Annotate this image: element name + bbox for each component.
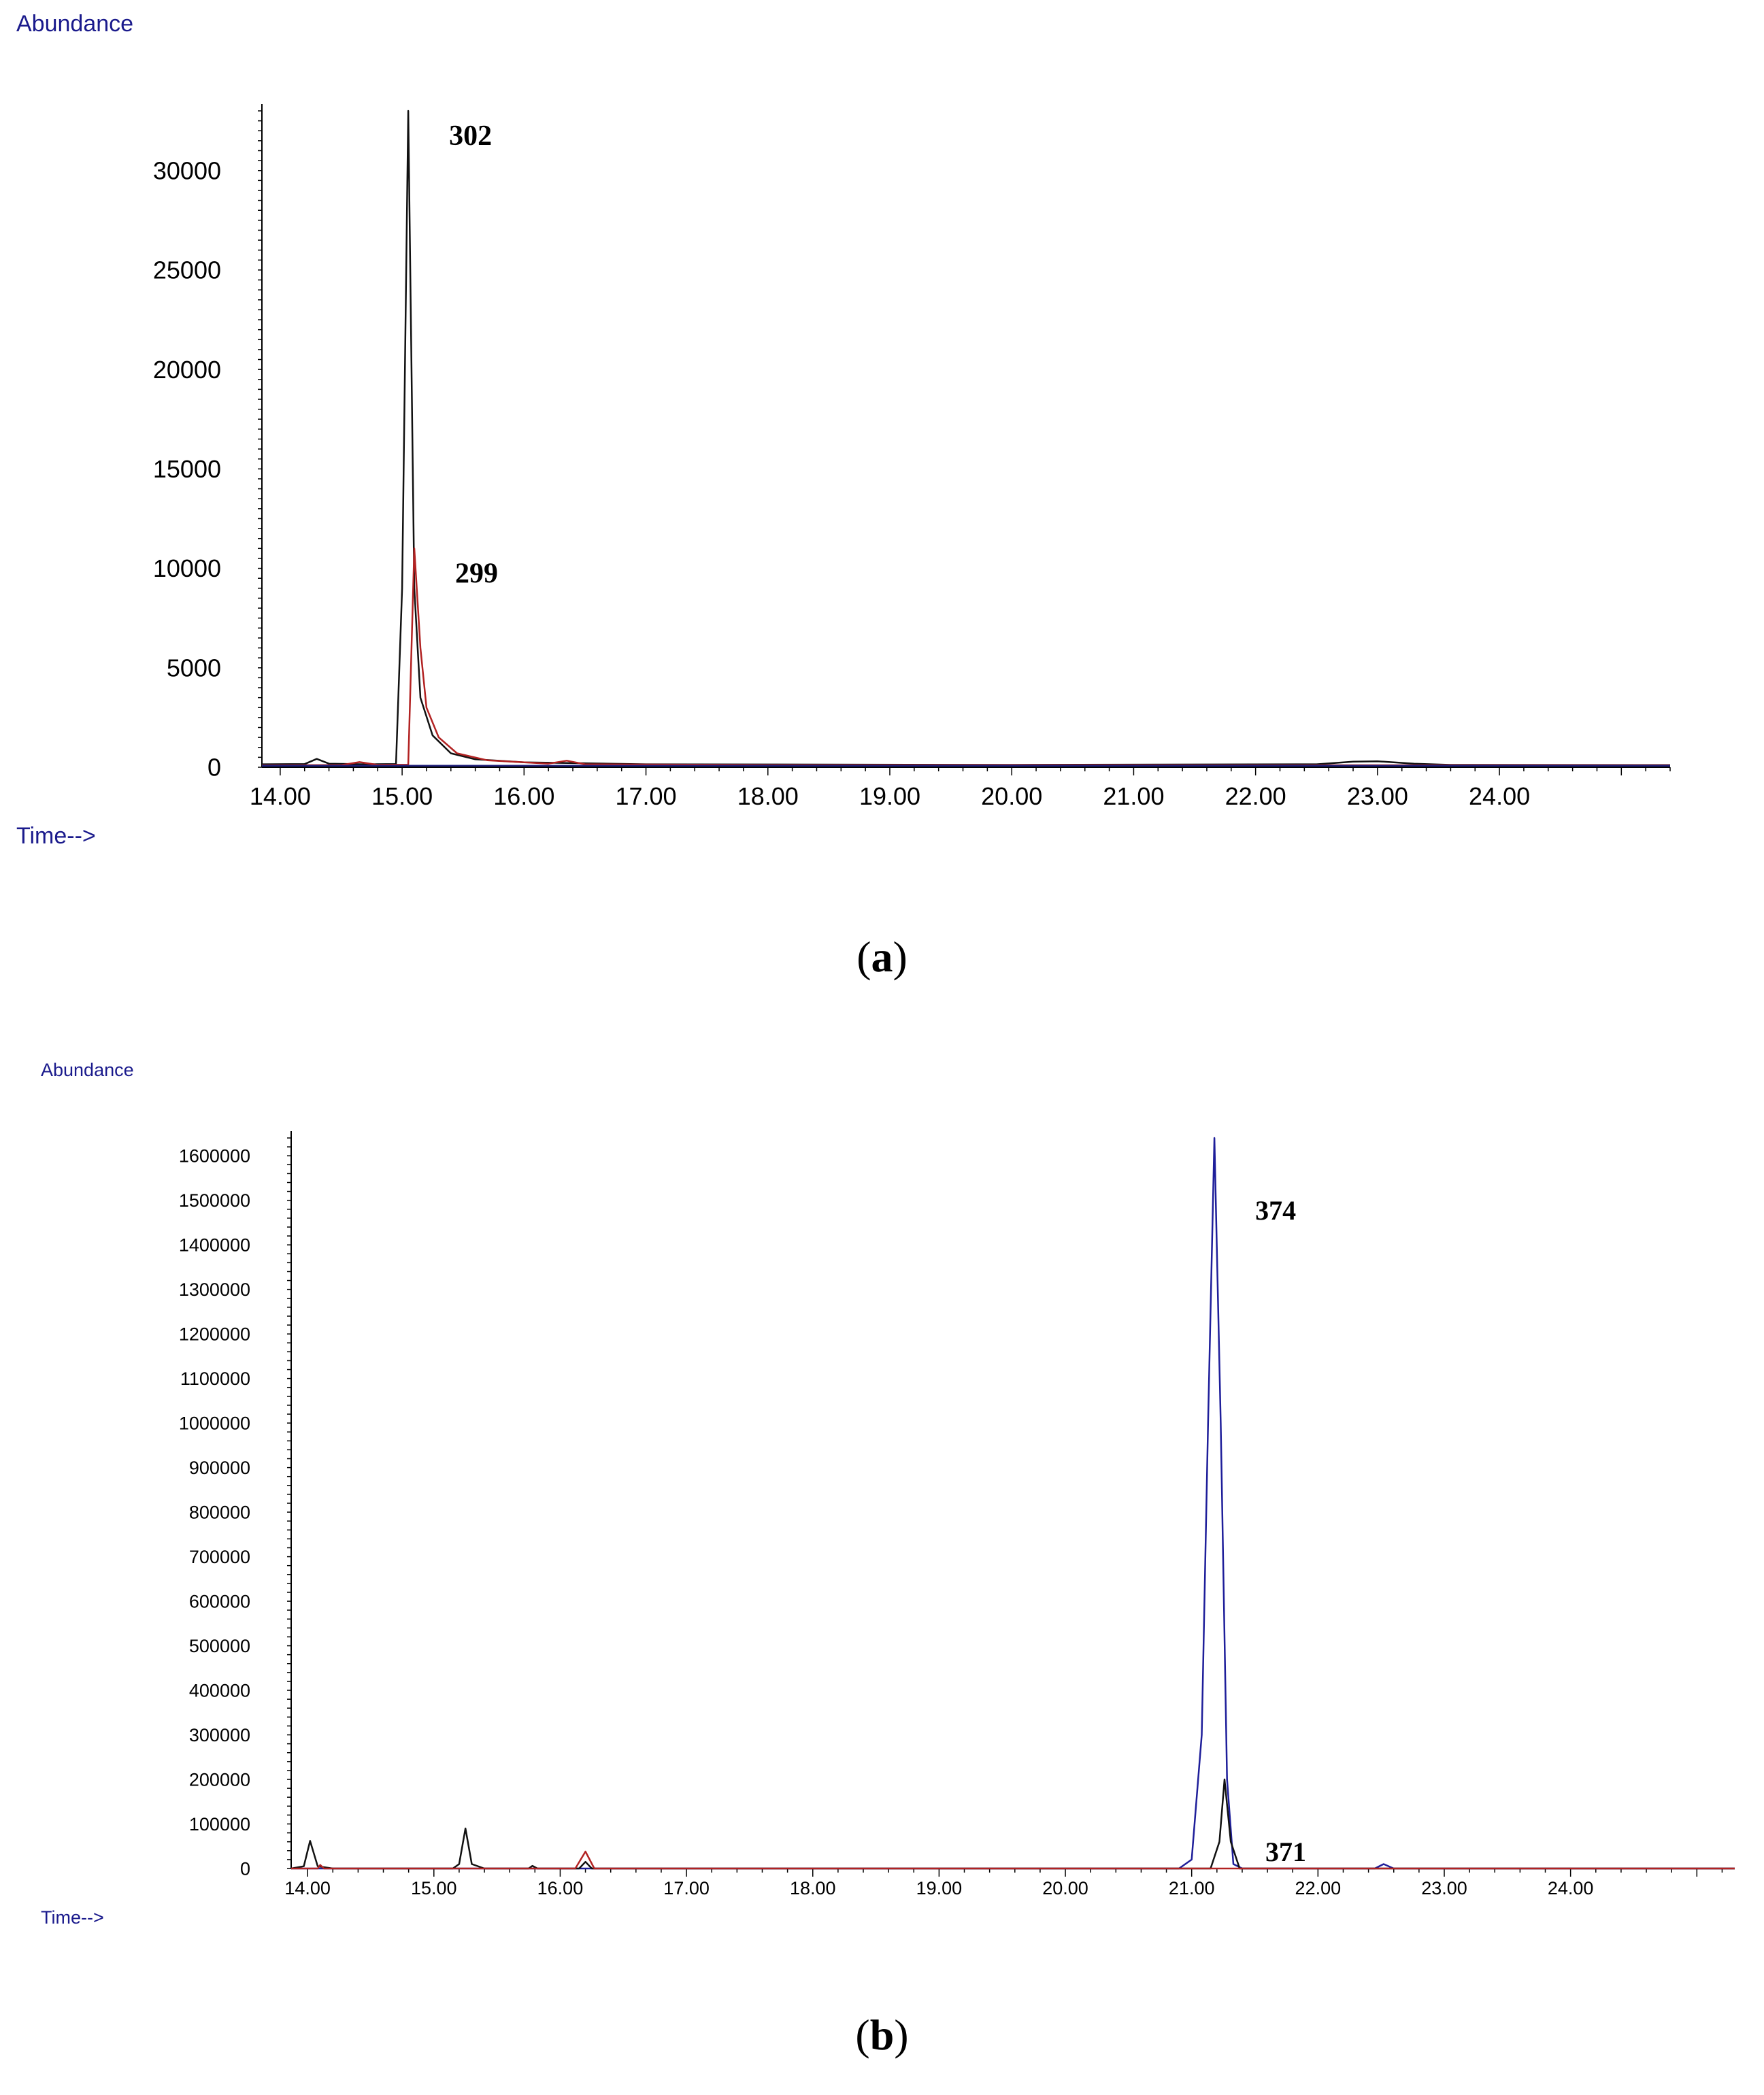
series-line-3: [291, 1850, 1735, 1870]
peak-annotation: 374: [1255, 1195, 1296, 1226]
series-line-1: [261, 110, 1671, 767]
y-tick-label: 30000: [153, 156, 221, 184]
x-tick-label: 14.00: [284, 1878, 331, 1898]
peak-annotation: 302: [449, 120, 492, 152]
y-tick-label: 100000: [189, 1814, 250, 1834]
chart-panel-a: Abundance Time--> 0 5000 10000 15000 20000 2500…: [0, 0, 1764, 1020]
y-tick-label: 20000: [153, 356, 221, 384]
y-tick-label: 1500000: [179, 1190, 250, 1211]
y-tick-label: 800000: [189, 1503, 250, 1523]
y-tick-label: 700000: [189, 1547, 250, 1567]
x-tick-label: 21.00: [1169, 1878, 1215, 1898]
x-tick-label: 23.00: [1421, 1878, 1467, 1898]
caption-a: (a): [856, 933, 908, 981]
chart-a: Abundance Time--> 0 5000 10000 15000 20000 2500…: [16, 11, 1671, 849]
x-tick-label: 14.00: [250, 782, 311, 810]
x-tick-label: 23.00: [1347, 782, 1408, 810]
y-tick-label: 600000: [189, 1592, 250, 1612]
x-tick-label: 24.00: [1469, 782, 1530, 810]
y-tick-label: 1300000: [179, 1279, 250, 1300]
x-axis-label: Time-->: [16, 823, 96, 849]
series-line-2: [261, 548, 1671, 767]
x-tick-label: 24.00: [1548, 1878, 1594, 1898]
y-tick-label: 400000: [189, 1680, 250, 1700]
y-tick-label: 1100000: [180, 1369, 250, 1389]
y-tick-label: 1600000: [179, 1146, 250, 1167]
y-tick-label: 200000: [189, 1769, 250, 1790]
caption-b-label: b: [869, 2011, 895, 2059]
x-tick-label: 15.00: [411, 1878, 457, 1898]
y-tick-label: 5000: [167, 654, 221, 682]
y-axis-label: Abundance: [41, 1060, 134, 1080]
series-line-1: [291, 1137, 1735, 1870]
y-tick-label: 0: [240, 1858, 250, 1879]
y-tick-label: 1400000: [179, 1235, 250, 1256]
x-tick-label: 17.00: [615, 782, 676, 810]
y-tick-label: 15000: [153, 455, 221, 483]
caption-b: (b): [855, 2011, 909, 2059]
x-tick-label: 19.00: [916, 1878, 963, 1898]
x-tick-label: 18.00: [790, 1878, 836, 1898]
y-axis-label: Abundance: [16, 11, 133, 37]
chart-b: Abundance Time--> 0 100000 200000 300000 40000…: [41, 1060, 1735, 1928]
y-tick-label: 0: [207, 754, 221, 782]
x-tick-label: 17.00: [663, 1878, 710, 1898]
x-tick-label: 20.00: [1042, 1878, 1088, 1898]
y-tick-label: 1200000: [179, 1324, 250, 1345]
y-tick-label: 300000: [189, 1725, 250, 1745]
y-tick-label: 25000: [153, 256, 221, 284]
x-tick-label: 20.00: [981, 782, 1042, 810]
x-tick-label: 15.00: [371, 782, 433, 810]
peak-annotation: 371: [1265, 1837, 1306, 1867]
x-tick-label: 22.00: [1225, 782, 1286, 810]
y-tick-label: 1000000: [179, 1413, 250, 1434]
x-tick-label: 18.00: [737, 782, 799, 810]
x-tick-label: 21.00: [1103, 782, 1164, 810]
y-tick-label: 900000: [189, 1458, 250, 1478]
y-tick-label: 500000: [189, 1636, 250, 1656]
x-tick-label: 16.00: [493, 782, 554, 810]
x-axis-label: Time-->: [41, 1907, 104, 1928]
chart-panel-b: Abundance Time--> 0 100000 200000 300000 40000…: [0, 1048, 1764, 2092]
series-line-2: [290, 1778, 1735, 1870]
y-tick-label: 10000: [153, 554, 221, 582]
x-tick-label: 22.00: [1295, 1878, 1342, 1898]
x-tick-label: 19.00: [859, 782, 920, 810]
caption-a-label: a: [871, 933, 893, 981]
x-tick-label: 16.00: [537, 1878, 584, 1898]
peak-annotation: 299: [455, 558, 498, 589]
